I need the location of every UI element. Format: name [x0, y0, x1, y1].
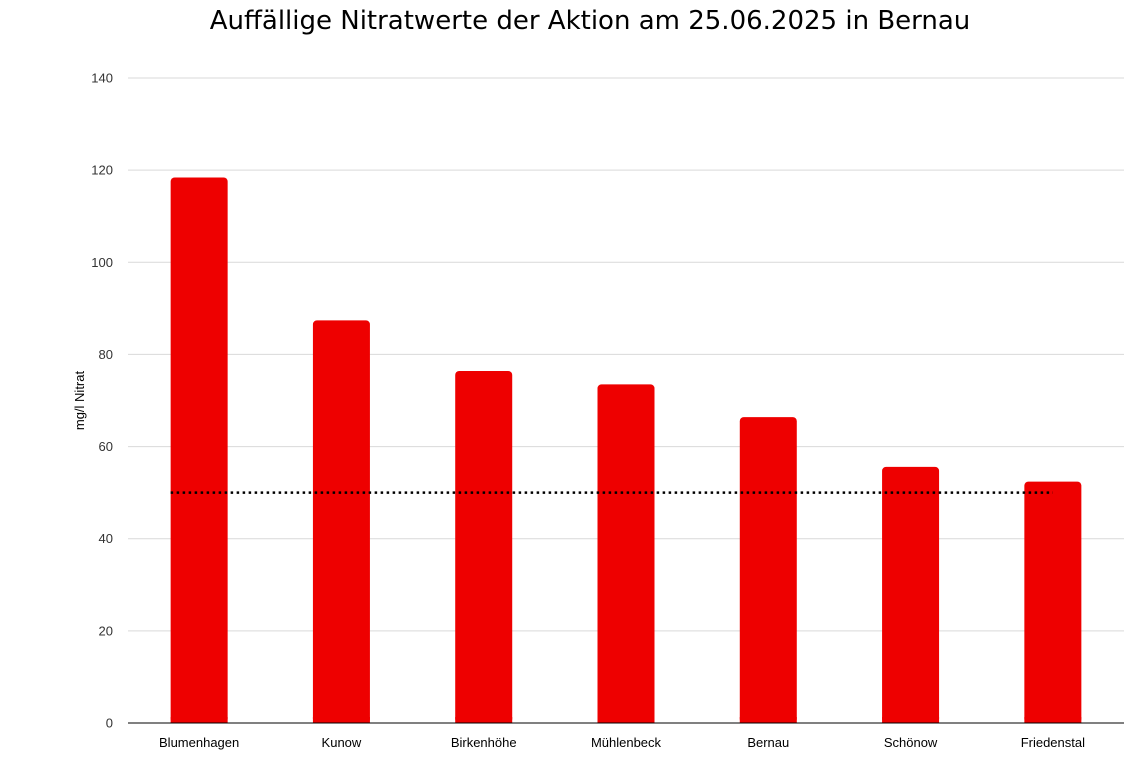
- y-tick-label: 120: [91, 163, 113, 178]
- x-tick-label: Mühlenbeck: [591, 735, 662, 750]
- bar-base: [1024, 717, 1082, 723]
- x-tick-label: Bernau: [747, 735, 789, 750]
- bar: [739, 417, 797, 723]
- x-tick-label: Friedenstal: [1021, 735, 1085, 750]
- x-tick-label: Birkenhöhe: [451, 735, 517, 750]
- bars: [170, 177, 1082, 723]
- x-tick-label: Kunow: [322, 735, 362, 750]
- bar: [1024, 481, 1082, 723]
- bar: [312, 320, 370, 723]
- bar-base: [597, 717, 655, 723]
- y-axis-title: mg/l Nitrat: [72, 370, 87, 430]
- y-tick-label: 40: [99, 531, 113, 546]
- bar: [455, 371, 513, 723]
- y-axis-ticks: 0 20 40 60 80 100 120 140: [91, 71, 113, 731]
- y-tick-label: 0: [106, 716, 113, 731]
- bar-base: [882, 717, 940, 723]
- bar: [597, 384, 655, 723]
- bar: [170, 177, 228, 723]
- y-tick-label: 100: [91, 255, 113, 270]
- x-tick-label: Blumenhagen: [159, 735, 239, 750]
- bar: [882, 466, 940, 723]
- bar-base: [455, 717, 513, 723]
- y-tick-label: 80: [99, 347, 113, 362]
- y-tick-label: 20: [99, 623, 113, 638]
- y-tick-label: 140: [91, 71, 113, 86]
- bar-base: [170, 717, 228, 723]
- y-tick-label: 60: [99, 439, 113, 454]
- x-tick-label: Schönow: [884, 735, 938, 750]
- bar-base: [312, 717, 370, 723]
- x-axis-labels: Blumenhagen Kunow Birkenhöhe Mühlenbeck Bern…: [159, 735, 1085, 750]
- bar-base: [739, 717, 797, 723]
- chart-title: Auffällige Nitratwerte der Aktion am 25.…: [209, 6, 971, 36]
